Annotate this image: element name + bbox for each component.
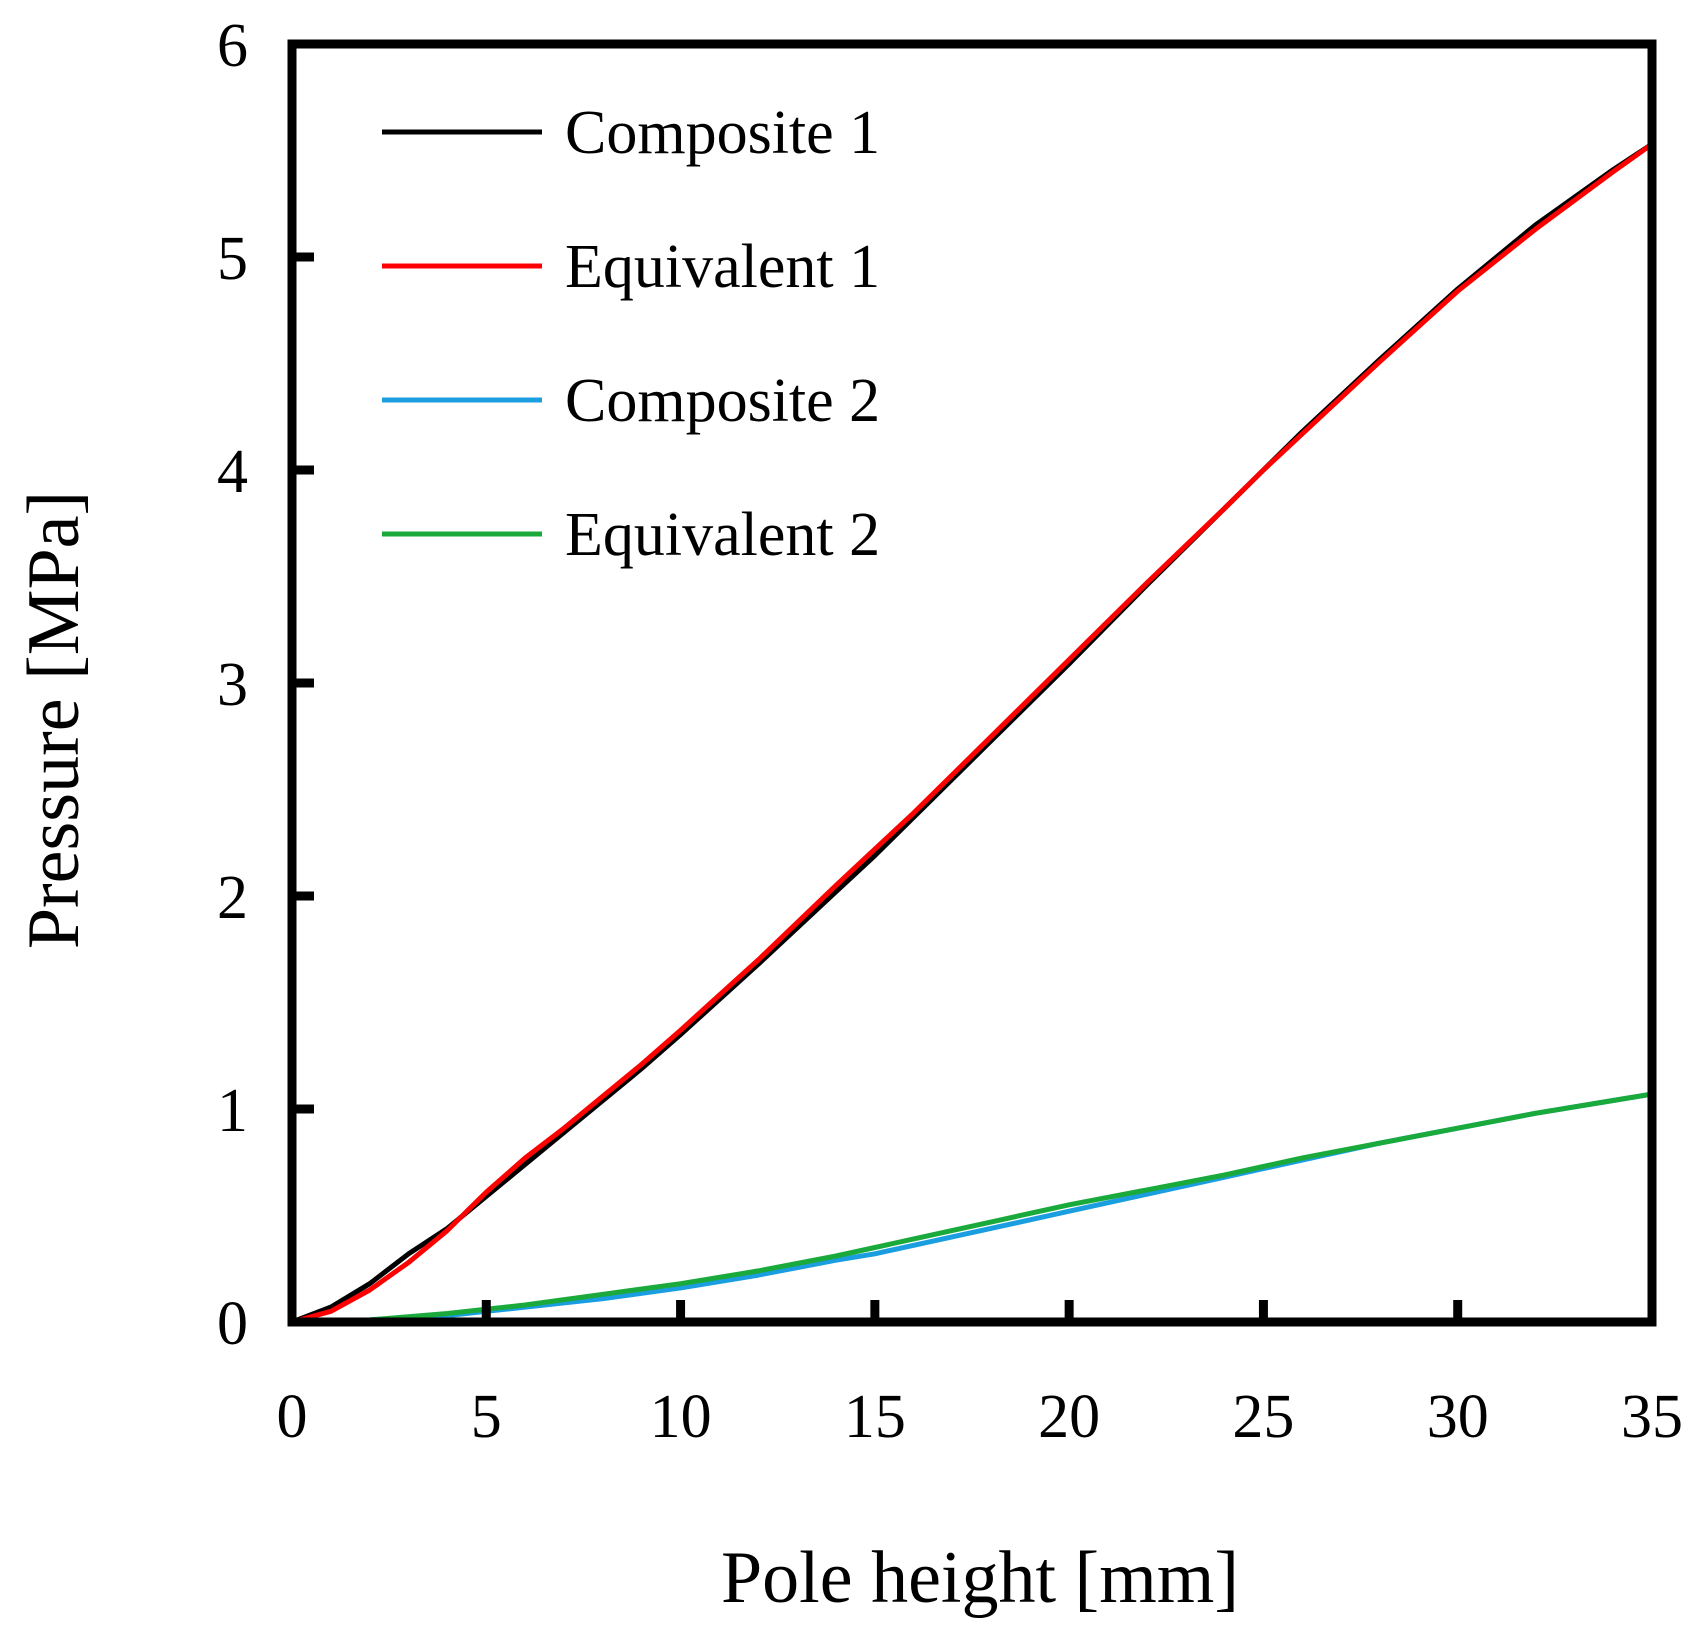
x-axis-title: Pole height [mm]	[721, 1537, 1239, 1619]
x-tick-label: 35	[1621, 1383, 1683, 1451]
y-tick-label: 4	[217, 438, 248, 506]
x-tick-label: 5	[471, 1383, 502, 1451]
y-tick-label: 6	[217, 12, 248, 80]
ticks-layer: 0 5 10 15 20 25 30 35 0 1 2 3 4 5 6	[217, 12, 1683, 1451]
x-tick-label: 0	[277, 1383, 308, 1451]
legend: Composite 1 Equivalent 1 Composite 2 Equiva…	[382, 99, 880, 569]
y-axis-title: Pressure [MPa]	[13, 491, 95, 949]
series-line-2	[289, 141, 1655, 1325]
legend-label-1: Composite 1	[565, 99, 880, 167]
legend-label-3: Composite 2	[565, 367, 880, 435]
y-tick-label: 1	[217, 1077, 248, 1145]
y-tick-label: 3	[217, 651, 248, 719]
y-tick-label: 2	[217, 864, 248, 932]
series-line-1	[289, 141, 1655, 1325]
x-tick-label: 15	[844, 1383, 906, 1451]
x-tick-label: 10	[650, 1383, 712, 1451]
legend-label-4: Equivalent 2	[565, 501, 880, 569]
y-tick-label: 5	[217, 225, 248, 293]
series-line-4	[289, 1091, 1655, 1325]
x-tick-label: 25	[1232, 1383, 1294, 1451]
x-tick-label: 20	[1038, 1383, 1100, 1451]
y-tick-label: 0	[217, 1290, 248, 1358]
series-layer	[289, 141, 1655, 1325]
legend-label-2: Equivalent 1	[565, 233, 880, 301]
x-tick-label: 30	[1427, 1383, 1489, 1451]
